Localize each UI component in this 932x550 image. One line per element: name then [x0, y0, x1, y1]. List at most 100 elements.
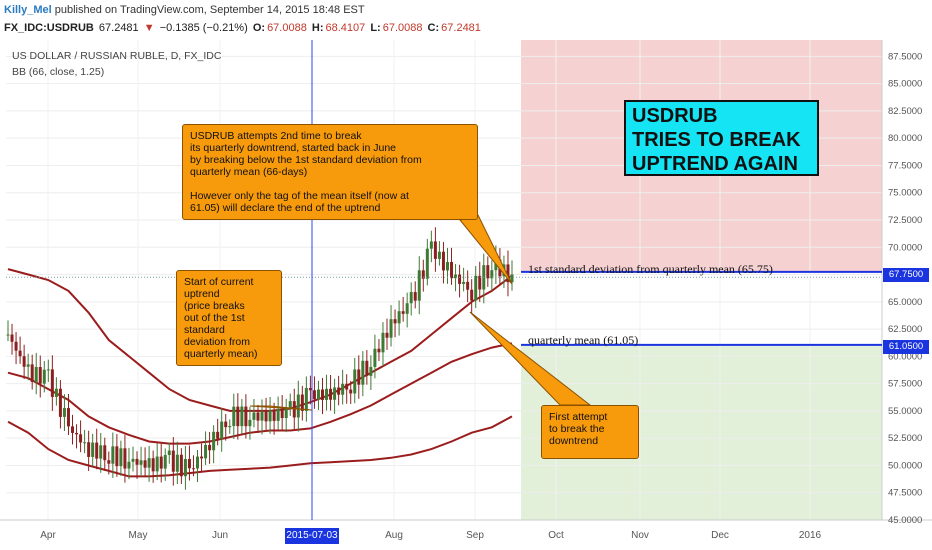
- candle-body: [474, 275, 478, 301]
- x-tick-label: Apr: [40, 530, 56, 541]
- callout-line: to break the: [549, 423, 605, 435]
- y-tick-label: 65.0000: [888, 297, 922, 308]
- x-tick-label: Dec: [711, 530, 729, 541]
- chart-title: US DOLLAR / RUSSIAN RUBLE, D, FX_IDC: [12, 50, 222, 62]
- candle-body: [175, 454, 179, 472]
- candle-body: [99, 445, 103, 459]
- candle-body: [454, 274, 458, 279]
- candle-body: [256, 412, 260, 421]
- low-label: L:: [370, 22, 381, 34]
- start-callout-pointer: [249, 405, 313, 411]
- candle-body: [119, 448, 123, 467]
- bollinger-lower-line: [7, 415, 513, 478]
- candle-body: [361, 360, 365, 385]
- candle-body: [10, 334, 14, 342]
- high-value: 68.4107: [325, 22, 366, 34]
- candle-body: [232, 406, 236, 427]
- std-deviation-label: 1st standard deviation from quarterly me…: [528, 262, 773, 276]
- callout-line: quarterly mean (66-days): [190, 166, 308, 178]
- candle-body: [95, 442, 99, 459]
- candle-body: [341, 383, 345, 395]
- callout-line: USDRUB attempts 2nd time to break: [190, 130, 362, 142]
- bollinger-basis-line: [7, 342, 513, 445]
- headline-box: USDRUB TRIES TO BREAK UPTREND AGAIN: [624, 100, 819, 176]
- close-value: 67.2481: [441, 22, 481, 34]
- candle-body: [276, 408, 280, 421]
- y-tick-label: 77.5000: [888, 160, 922, 171]
- indicator-label[interactable]: BB (66, close, 1.25): [12, 66, 105, 78]
- headline-line-1: USDRUB: [632, 105, 718, 127]
- candle-body: [30, 364, 34, 382]
- candle-body: [143, 460, 147, 468]
- y-tick-label: 60.0000: [888, 351, 922, 362]
- candle-body: [46, 369, 50, 371]
- callout-line: uptrend: [184, 288, 220, 300]
- candle-body: [458, 274, 462, 284]
- callout-line: 61.05) will declare the end of the uptre…: [190, 202, 381, 214]
- candle-body: [393, 319, 397, 324]
- callout-line: downtrend: [549, 435, 599, 447]
- author-link[interactable]: Killy_Mel: [4, 4, 52, 16]
- candle-body: [26, 364, 30, 367]
- candle-body: [413, 292, 417, 301]
- headline-line-3: UPTREND AGAIN: [632, 153, 798, 175]
- candle-body: [268, 410, 272, 422]
- callout-line: standard: [184, 324, 225, 336]
- candle-body: [75, 432, 79, 435]
- candle-body: [325, 388, 329, 400]
- callout-line: Start of current: [184, 276, 254, 288]
- top-callout-note: USDRUB attempts 2nd time to break its qua…: [182, 124, 478, 220]
- candle-body: [425, 248, 429, 279]
- x-tick-label: Aug: [385, 530, 403, 541]
- y-tick-label: 45.0000: [888, 515, 922, 526]
- candle-body: [401, 311, 405, 314]
- candle-body: [42, 369, 46, 384]
- candle-body: [135, 458, 139, 465]
- candle-body: [71, 426, 75, 433]
- callout-line: (price breaks: [184, 300, 245, 312]
- candle-body: [365, 360, 369, 376]
- candle-body: [429, 241, 433, 249]
- candle-body: [123, 448, 127, 469]
- publish-info: Killy_Mel published on TradingView.com, …: [4, 4, 365, 16]
- candle-body: [450, 262, 454, 279]
- y-tick-label: 85.0000: [888, 79, 922, 90]
- candle-body: [409, 292, 413, 304]
- x-tick-label: Oct: [548, 530, 564, 541]
- symbol-label[interactable]: FX_IDC:USDRUB: [4, 22, 94, 34]
- x-tick-label: May: [129, 530, 148, 541]
- low-value: 67.0088: [382, 22, 423, 34]
- candle-body: [167, 450, 171, 456]
- change-value: −0.1385 (−0.21%): [159, 22, 248, 34]
- callout-line: [190, 178, 470, 190]
- candle-body: [466, 281, 470, 290]
- y-tick-label: 55.0000: [888, 406, 922, 417]
- y-tick-label: 82.5000: [888, 106, 922, 117]
- candle-body: [191, 468, 195, 470]
- mean-price-tag: 61.0500: [883, 340, 929, 354]
- candle-body: [329, 388, 333, 400]
- y-tick-label: 72.5000: [888, 215, 922, 226]
- candle-body: [337, 387, 341, 395]
- candle-body: [470, 289, 474, 301]
- close-label: C:: [427, 22, 440, 34]
- candle-body: [151, 458, 155, 472]
- candle-body: [272, 410, 276, 421]
- candle-body: [300, 394, 304, 411]
- candle-body: [212, 431, 216, 451]
- candle-body: [196, 456, 200, 469]
- candle-body: [490, 270, 494, 279]
- candle-body: [34, 367, 38, 382]
- callout-line: quarterly mean): [184, 348, 258, 360]
- candle-body: [155, 456, 159, 472]
- candle-body: [405, 303, 409, 314]
- first-attempt-callout: First attempt to break the downtrend: [541, 405, 639, 459]
- callout-line: its quarterly downtrend, started back in…: [190, 142, 397, 154]
- open-label: O:: [252, 22, 266, 34]
- chart-header: Killy_Mel published on TradingView.com, …: [0, 0, 932, 40]
- candle-body: [389, 319, 393, 338]
- candle-body: [179, 454, 183, 477]
- price-chart[interactable]: 87.5000 85.0000 82.5000 80.0000 77.5000 75.00…: [0, 40, 932, 550]
- crosshair-date-tag: 2015-07-03: [285, 528, 339, 544]
- candle-body: [381, 332, 385, 353]
